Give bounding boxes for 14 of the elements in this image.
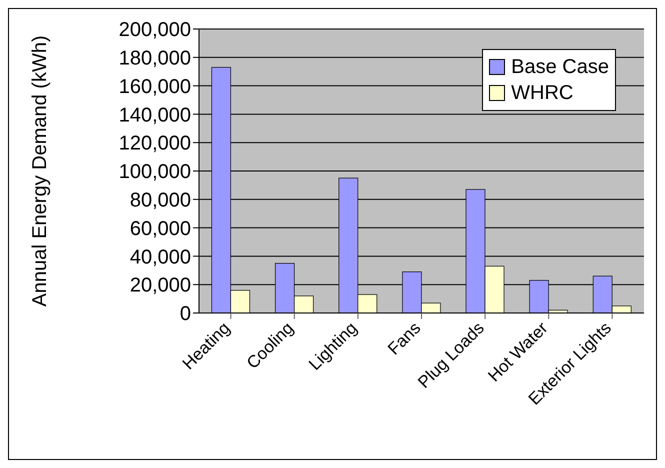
legend-label: Base Case <box>510 55 609 80</box>
y-tick-label: 140,000 <box>118 104 191 126</box>
y-tick-label: 160,000 <box>118 76 191 98</box>
y-tick-label: 80,000 <box>130 190 191 212</box>
y-tick-label: 60,000 <box>130 218 191 240</box>
y-tick-label: 20,000 <box>130 274 191 297</box>
y-tick-label: 100,000 <box>118 161 191 184</box>
y-tick-label: 40,000 <box>130 246 191 268</box>
y-tick-label: 0 <box>180 303 191 326</box>
y-tick-label: 180,000 <box>118 48 191 70</box>
legend-label: WHRC <box>510 81 574 106</box>
y-tick-label: 200,000 <box>118 19 191 42</box>
y-tick-label: 120,000 <box>118 132 191 155</box>
y-axis-title: Annual Energy Demand (kWh) <box>29 35 52 307</box>
